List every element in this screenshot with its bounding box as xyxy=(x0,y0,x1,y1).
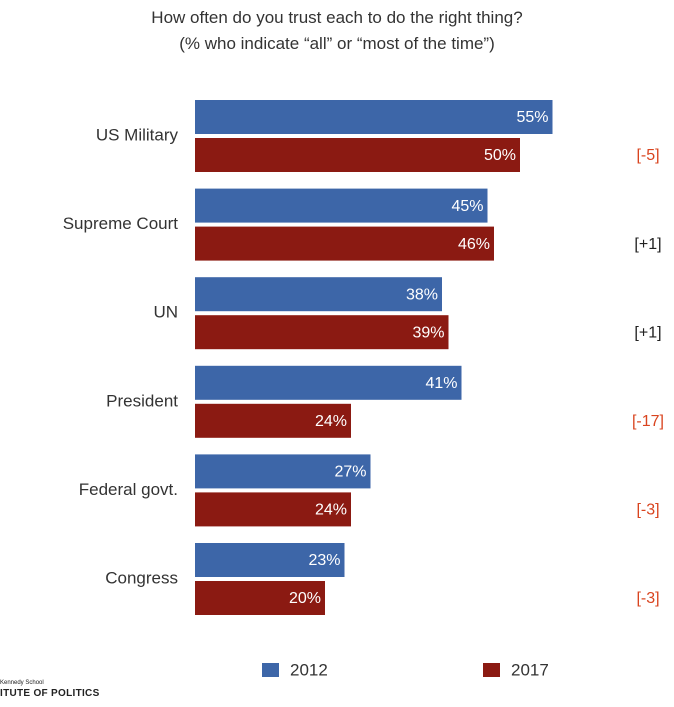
chart-title: How often do you trust each to do the ri… xyxy=(151,8,523,27)
bar-value-label: 23% xyxy=(308,552,340,569)
bar-2012 xyxy=(195,188,488,223)
category-label: Supreme Court xyxy=(63,214,179,233)
change-annotation: [-5] xyxy=(636,147,659,164)
bar-2012 xyxy=(195,365,462,400)
change-annotation: [-3] xyxy=(636,590,659,607)
logo-line-1: Kennedy School xyxy=(0,680,44,686)
legend-label: 2012 xyxy=(290,660,328,679)
legend-swatch xyxy=(262,663,279,677)
category-label: President xyxy=(106,391,178,410)
change-annotation: [+1] xyxy=(634,236,661,253)
bar-value-label: 24% xyxy=(315,413,347,430)
bar-2017 xyxy=(195,492,351,527)
bar-value-label: 39% xyxy=(412,324,444,341)
change-annotation: [+1] xyxy=(634,324,661,341)
bar-2012 xyxy=(195,100,553,134)
bar-2017 xyxy=(195,403,351,438)
logo-line-2: ITUTE OF POLITICS xyxy=(0,688,100,699)
legend-label: 2017 xyxy=(511,660,549,679)
bar-value-label: 41% xyxy=(425,375,457,392)
bar-value-label: 38% xyxy=(406,286,438,303)
category-label: US Military xyxy=(96,125,179,144)
bar-2017 xyxy=(195,226,494,261)
bar-value-label: 20% xyxy=(289,590,321,607)
bar-value-label: 55% xyxy=(516,109,548,126)
category-label: Congress xyxy=(105,568,178,587)
bar-2012 xyxy=(195,454,371,489)
bar-value-label: 50% xyxy=(484,147,516,164)
bar-value-label: 27% xyxy=(334,464,366,481)
bar-value-label: 24% xyxy=(315,502,347,519)
bar-2012 xyxy=(195,543,345,577)
category-label: Federal govt. xyxy=(79,480,178,499)
change-annotation: [-17] xyxy=(632,413,664,430)
category-label: UN xyxy=(153,303,178,322)
bar-value-label: 46% xyxy=(458,236,490,253)
change-annotation: [-3] xyxy=(636,502,659,519)
bar-value-label: 45% xyxy=(451,198,483,215)
institute-logo: Kennedy School ITUTE OF POLITICS xyxy=(0,680,100,699)
bar-2017 xyxy=(195,138,520,172)
bar-2012 xyxy=(195,277,442,312)
bar-2017 xyxy=(195,581,325,615)
chart-subtitle: (% who indicate “all” or “most of the ti… xyxy=(179,34,495,53)
legend-swatch xyxy=(483,663,500,677)
bar-2017 xyxy=(195,315,449,350)
